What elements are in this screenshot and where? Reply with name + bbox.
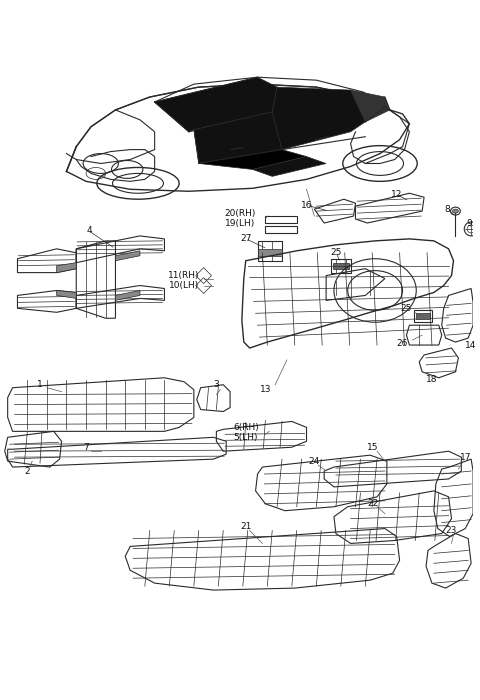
Ellipse shape — [453, 209, 458, 213]
Polygon shape — [416, 314, 430, 319]
Text: 6(RH): 6(RH) — [233, 423, 259, 432]
Text: 12: 12 — [391, 190, 402, 199]
Polygon shape — [258, 248, 282, 256]
Text: 25: 25 — [401, 304, 412, 313]
Polygon shape — [199, 150, 307, 169]
Text: 23: 23 — [446, 526, 457, 535]
Text: 9: 9 — [466, 218, 472, 228]
Polygon shape — [116, 251, 140, 260]
Polygon shape — [272, 87, 365, 150]
Text: 8: 8 — [445, 204, 451, 214]
Polygon shape — [350, 90, 390, 122]
Text: 22: 22 — [368, 499, 379, 508]
Polygon shape — [57, 290, 76, 298]
Text: 5(LH): 5(LH) — [233, 433, 258, 442]
Polygon shape — [57, 262, 76, 272]
Text: 11(RH): 11(RH) — [168, 271, 200, 280]
Text: 2: 2 — [24, 466, 30, 475]
Text: 19(LH): 19(LH) — [225, 218, 255, 228]
Text: 10(LH): 10(LH) — [169, 281, 199, 290]
Text: 26: 26 — [397, 339, 408, 348]
Polygon shape — [116, 290, 140, 300]
Text: 13: 13 — [260, 385, 271, 394]
Text: 1: 1 — [37, 380, 43, 389]
Text: 3: 3 — [214, 380, 219, 389]
Polygon shape — [252, 157, 326, 176]
Text: 21: 21 — [240, 522, 252, 531]
Text: 17: 17 — [459, 453, 471, 461]
Text: 24: 24 — [309, 456, 320, 466]
Text: 18: 18 — [426, 375, 438, 384]
Polygon shape — [333, 262, 348, 269]
Text: 7: 7 — [83, 442, 89, 452]
Polygon shape — [155, 77, 277, 132]
Text: 4: 4 — [86, 227, 92, 235]
Text: 27: 27 — [240, 234, 252, 244]
Text: 25: 25 — [330, 248, 342, 258]
Text: 15: 15 — [367, 442, 379, 452]
Text: 20(RH): 20(RH) — [224, 209, 255, 218]
Text: 14: 14 — [466, 340, 477, 349]
Polygon shape — [194, 112, 282, 164]
Text: 16: 16 — [301, 201, 312, 210]
